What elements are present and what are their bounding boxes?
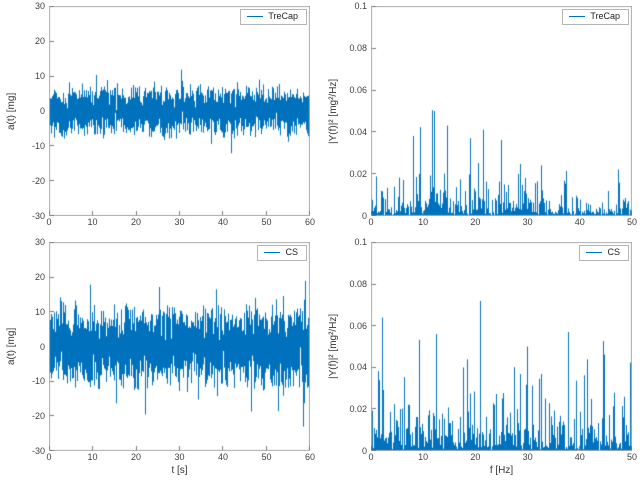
x-tick-label: 30 <box>522 452 533 462</box>
x-tick-label: 10 <box>87 217 98 227</box>
plot-area: TreCap <box>49 6 310 216</box>
y-tick-label: -30 <box>31 211 45 221</box>
legend-line-sample <box>264 252 281 254</box>
legend: TreCap <box>240 9 307 25</box>
y-axis-label: |Y(f)|² [mg²/Hz] <box>328 313 339 380</box>
legend: CS <box>257 245 307 261</box>
y-tick-label: -10 <box>31 376 45 387</box>
y-tick-labels: 0 0.02 0.04 0.06 0.08 0.1 <box>341 237 371 456</box>
y-tick-label: 0.06 <box>349 85 367 95</box>
legend-line-sample <box>586 252 603 254</box>
x-tick-label: 50 <box>626 452 638 462</box>
y-tick-label: 0.1 <box>354 1 367 11</box>
x-tick-label: 40 <box>217 452 229 462</box>
x-tick-label: 0 <box>368 217 374 227</box>
legend: CS <box>579 245 629 261</box>
x-tick-label: 40 <box>574 452 585 462</box>
y-tick-label: 20 <box>34 271 45 282</box>
x-tick-labels: 0 10 20 30 40 50 60 <box>46 451 315 465</box>
x-tick-label: 30 <box>522 217 533 227</box>
y-tick-label: 20 <box>34 35 45 46</box>
y-axis-label: |Y(f)|² [mg²/Hz] <box>328 78 339 144</box>
y-tick-label: 10 <box>34 70 45 81</box>
x-tick-label: 10 <box>418 217 429 227</box>
x-tick-label: 20 <box>470 452 481 462</box>
x-tick-label: 20 <box>130 217 142 227</box>
y-tick-label: 10 <box>34 306 45 317</box>
y-tick-label: 30 <box>34 1 45 11</box>
y-tick-label: 30 <box>34 237 45 247</box>
y-tick-label: 0.08 <box>349 278 367 289</box>
plot-canvas <box>49 6 310 216</box>
x-tick-label: 30 <box>174 217 185 227</box>
legend: TreCap <box>562 9 629 25</box>
x-tick-label: 0 <box>46 452 52 462</box>
y-tick-labels: -30 -20 -10 0 10 20 30 <box>19 237 49 456</box>
x-tick-label: 10 <box>87 452 98 462</box>
x-tick-label: 50 <box>261 452 272 462</box>
x-axis-label: f [Hz] <box>489 465 514 476</box>
plot-canvas <box>49 242 310 451</box>
y-tick-label: 0.02 <box>349 404 367 415</box>
x-tick-labels: 0 10 20 30 40 50 <box>368 216 637 230</box>
plot-area: CS <box>371 242 632 451</box>
x-tick-label: 60 <box>304 452 316 462</box>
x-axis-label: t [s] <box>171 465 188 476</box>
plot-canvas <box>371 242 632 451</box>
x-tick-label: 60 <box>304 217 316 227</box>
y-tick-label: -30 <box>31 446 45 456</box>
subplot-cs-time: a(t) [mg] -30 -20 -10 0 10 20 30 CS 0 10 20 30 40 5… <box>4 237 315 481</box>
y-tick-label: 0 <box>361 446 367 456</box>
x-tick-label: 50 <box>626 217 638 227</box>
x-tick-label: 50 <box>261 217 272 227</box>
y-axis-label: a(t) [mg] <box>6 92 17 130</box>
y-tick-labels: -30 -20 -10 0 10 20 30 <box>19 1 49 221</box>
y-axis-label: a(t) [mg] <box>6 327 17 366</box>
x-tick-label: 40 <box>574 217 585 227</box>
legend-label: CS <box>285 247 298 257</box>
x-tick-label: 0 <box>46 217 52 227</box>
y-tick-label: 0.08 <box>349 43 367 53</box>
y-tick-labels: 0 0.02 0.04 0.06 0.08 0.1 <box>341 1 371 221</box>
plot-area: TreCap <box>371 6 632 216</box>
subplot-trecap-time: a(t) [mg] -30 -20 -10 0 10 20 30 TreCap 0 10 20 3… <box>4 1 315 230</box>
plot-area: CS <box>49 242 310 451</box>
subplot-trecap-psd: |Y(f)|² [mg²/Hz] 0 0.02 0.04 0.06 0.08 0.1 Tr… <box>326 1 637 230</box>
y-tick-label: 0 <box>39 341 45 352</box>
legend-label: TreCap <box>268 11 298 21</box>
y-tick-label: 0.06 <box>349 320 367 331</box>
x-tick-label: 20 <box>470 217 481 227</box>
subplot-cs-psd: |Y(f)|² [mg²/Hz] 0 0.02 0.04 0.06 0.08 0.1 CS… <box>326 237 637 481</box>
x-tick-label: 0 <box>368 452 374 462</box>
y-tick-label: -20 <box>31 411 45 422</box>
x-tick-label: 10 <box>418 452 429 462</box>
plot-canvas <box>371 6 632 216</box>
legend-line-sample <box>247 16 264 18</box>
y-tick-label: 0 <box>361 211 367 221</box>
y-tick-label: 0.04 <box>349 362 367 373</box>
legend-line-sample <box>569 16 586 18</box>
y-tick-label: 0.02 <box>349 169 367 179</box>
y-tick-label: -20 <box>31 176 45 186</box>
legend-label: CS <box>607 247 620 257</box>
x-tick-label: 20 <box>130 452 142 462</box>
y-tick-label: 0 <box>39 106 45 116</box>
x-tick-labels: 0 10 20 30 40 50 <box>368 451 637 465</box>
x-tick-label: 40 <box>217 217 229 227</box>
y-tick-label: 0.1 <box>354 237 367 247</box>
y-tick-label: 0.04 <box>349 127 367 137</box>
x-tick-labels: 0 10 20 30 40 50 60 <box>46 216 315 230</box>
x-tick-label: 30 <box>174 452 185 462</box>
legend-label: TreCap <box>590 11 620 21</box>
y-tick-label: -10 <box>31 140 45 151</box>
